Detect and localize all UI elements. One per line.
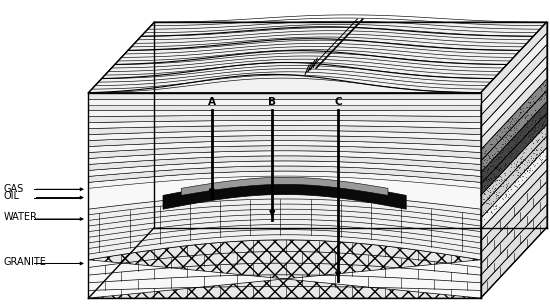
Text: GAS: GAS — [3, 184, 24, 194]
Polygon shape — [89, 116, 481, 123]
Text: C: C — [334, 97, 342, 107]
Polygon shape — [89, 141, 481, 152]
Polygon shape — [481, 102, 547, 184]
Polygon shape — [481, 205, 547, 287]
Polygon shape — [89, 156, 481, 170]
Polygon shape — [481, 34, 547, 116]
Polygon shape — [89, 131, 481, 140]
Polygon shape — [89, 146, 481, 158]
Polygon shape — [481, 22, 547, 104]
Polygon shape — [89, 151, 481, 164]
Polygon shape — [481, 148, 547, 230]
Polygon shape — [163, 181, 406, 209]
Polygon shape — [89, 99, 481, 105]
Polygon shape — [481, 159, 547, 241]
Polygon shape — [89, 240, 481, 298]
Polygon shape — [89, 125, 481, 135]
Polygon shape — [89, 194, 481, 260]
Polygon shape — [481, 68, 547, 150]
Text: A: A — [208, 97, 216, 107]
Polygon shape — [89, 120, 481, 128]
Polygon shape — [182, 177, 388, 195]
Polygon shape — [89, 161, 481, 176]
Polygon shape — [89, 166, 481, 182]
Polygon shape — [481, 193, 547, 275]
Polygon shape — [89, 171, 481, 188]
Polygon shape — [481, 216, 547, 298]
Polygon shape — [481, 56, 547, 138]
Text: OIL: OIL — [3, 191, 19, 201]
Polygon shape — [481, 79, 547, 161]
Polygon shape — [481, 125, 547, 207]
Text: GRANITE: GRANITE — [3, 257, 46, 267]
Polygon shape — [89, 136, 481, 147]
Polygon shape — [481, 113, 547, 195]
Polygon shape — [481, 45, 547, 127]
Text: B: B — [268, 97, 276, 107]
Polygon shape — [481, 182, 547, 264]
Polygon shape — [89, 110, 481, 117]
Polygon shape — [89, 93, 481, 298]
Polygon shape — [89, 22, 547, 93]
Polygon shape — [481, 171, 547, 253]
Polygon shape — [481, 22, 547, 298]
Text: WATER: WATER — [3, 212, 37, 222]
Polygon shape — [89, 93, 481, 99]
Polygon shape — [89, 22, 547, 93]
Polygon shape — [89, 105, 481, 111]
Polygon shape — [481, 91, 547, 172]
Polygon shape — [481, 136, 547, 218]
